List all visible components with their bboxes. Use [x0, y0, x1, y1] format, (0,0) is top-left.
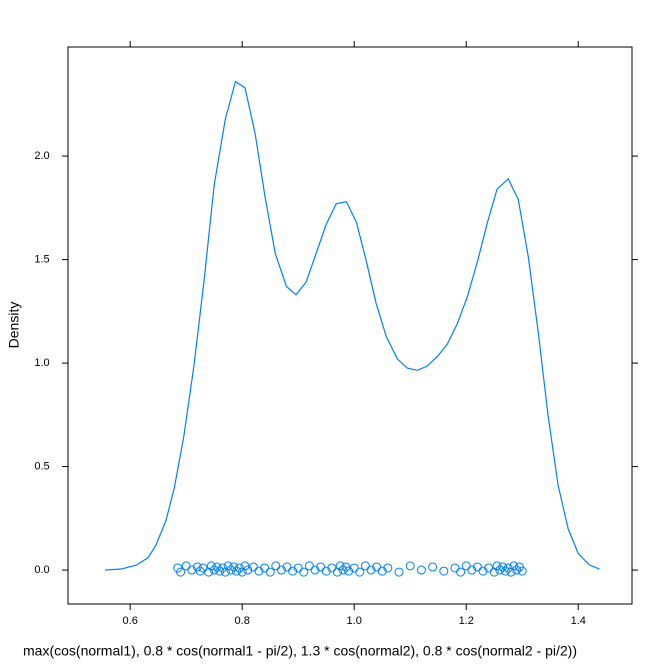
- y-tick-label: 1.0: [34, 357, 49, 369]
- rug-point: [383, 563, 393, 573]
- x-tick-label: 0.6: [123, 615, 138, 627]
- rug-point: [366, 565, 376, 575]
- rug-point: [467, 565, 477, 575]
- rug-point: [512, 565, 522, 575]
- rug-point: [332, 567, 342, 577]
- y-tick-label: 0.5: [34, 460, 49, 472]
- rug-point: [489, 567, 499, 577]
- rug-point: [232, 566, 242, 576]
- rug-point: [405, 561, 415, 571]
- rug-point: [517, 566, 527, 576]
- rug-point: [461, 561, 471, 571]
- rug-point: [195, 566, 205, 576]
- rug-point: [254, 566, 264, 576]
- rug-point: [506, 567, 516, 577]
- rug-point: [321, 566, 331, 576]
- rug-point: [304, 561, 314, 571]
- y-axis-label: Density: [6, 302, 22, 349]
- plot-frame: [67, 46, 633, 605]
- rug-point: [355, 567, 365, 577]
- x-tick-label: 1.0: [347, 615, 362, 627]
- rug-point: [478, 566, 488, 576]
- x-axis-label: max(cos(normal1), 0.8 * cos(normal1 - pi…: [23, 643, 577, 659]
- rug-point: [344, 566, 354, 576]
- rug-point: [450, 563, 460, 573]
- y-tick-label: 1.5: [34, 253, 49, 265]
- rug-point: [360, 561, 370, 571]
- rug-point: [215, 566, 225, 576]
- y-tick-label: 0.0: [34, 564, 49, 576]
- rug-point: [209, 565, 219, 575]
- rug-point: [299, 567, 309, 577]
- rug-point: [243, 565, 253, 575]
- rug-point: [377, 566, 387, 576]
- rug-point: [338, 565, 348, 575]
- rug-point: [439, 566, 449, 576]
- rug-point: [416, 565, 426, 575]
- rug-point: [265, 567, 275, 577]
- x-tick-label: 1.2: [459, 615, 474, 627]
- rug-point: [176, 567, 186, 577]
- rug-point: [226, 565, 236, 575]
- rug-point: [204, 567, 214, 577]
- rug-point: [181, 561, 191, 571]
- x-tick-label: 1.4: [571, 615, 586, 627]
- rug-point: [456, 567, 466, 577]
- rug-point: [394, 567, 404, 577]
- rug-point: [271, 561, 281, 571]
- rug-point: [288, 566, 298, 576]
- rug-point: [220, 567, 230, 577]
- rug-point: [310, 565, 320, 575]
- rug-point: [187, 565, 197, 575]
- x-tick-label: 0.8: [235, 615, 250, 627]
- rug-point: [495, 565, 505, 575]
- rug-point: [428, 562, 438, 572]
- rug-point: [500, 566, 510, 576]
- density-line: [104, 80, 600, 571]
- rug-point: [237, 567, 247, 577]
- y-tick-label: 2.0: [34, 150, 49, 162]
- rug-point: [276, 565, 286, 575]
